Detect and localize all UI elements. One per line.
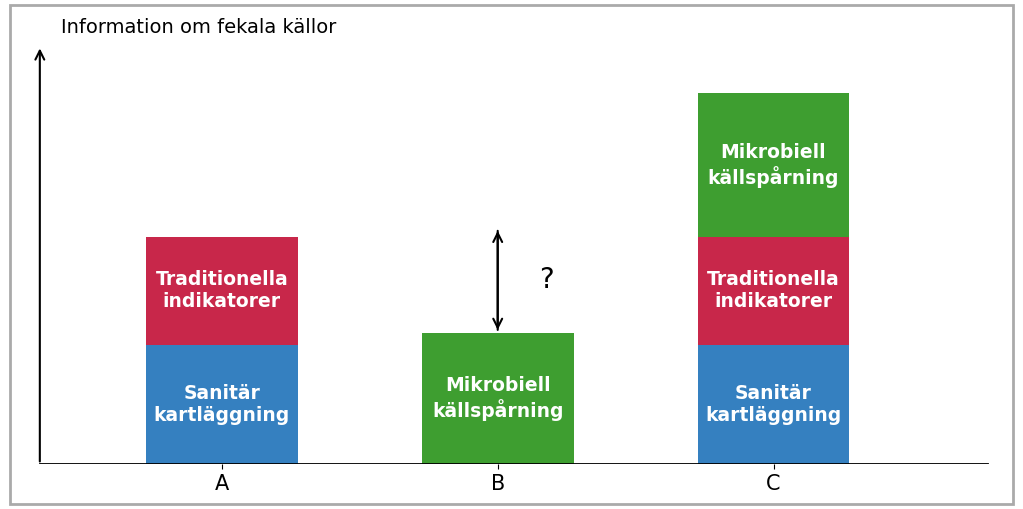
Bar xyxy=(698,237,849,345)
Text: Sanitär
kartläggning: Sanitär kartläggning xyxy=(706,384,842,425)
Bar xyxy=(698,94,849,237)
Text: Mikrobiell
källspårning: Mikrobiell källspårning xyxy=(432,376,564,421)
Bar xyxy=(146,237,298,345)
Text: Sanitär
kartläggning: Sanitär kartläggning xyxy=(153,384,290,425)
Bar xyxy=(146,345,298,464)
Text: Traditionella
indikatorer: Traditionella indikatorer xyxy=(155,270,288,312)
Text: Traditionella
indikatorer: Traditionella indikatorer xyxy=(707,270,840,312)
Bar xyxy=(421,333,574,464)
Bar xyxy=(698,345,849,464)
Text: ?: ? xyxy=(539,266,553,294)
Text: Information om fekala källor: Information om fekala källor xyxy=(60,18,336,37)
Text: Mikrobiell
källspårning: Mikrobiell källspårning xyxy=(708,143,839,187)
